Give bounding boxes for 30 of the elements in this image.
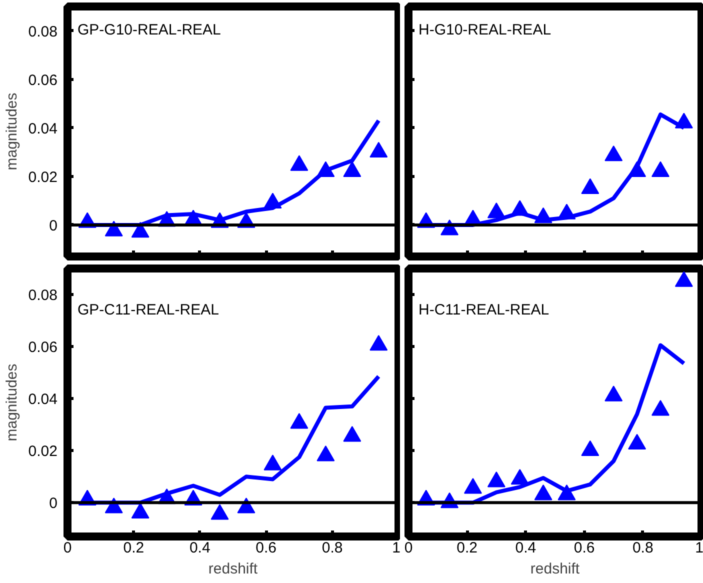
y-tick-label: 0.04 [28, 120, 58, 138]
y-tick-label: 0.08 [28, 23, 58, 40]
y-tick-label: 0.06 [28, 339, 58, 356]
x-axis-title: redshift [208, 560, 258, 578]
y-tick-label: 0 [49, 495, 58, 512]
x-tick-label: 0.6 [574, 540, 595, 556]
x-tick-label: 0.2 [123, 540, 144, 556]
y-tick-label: 0.08 [28, 287, 58, 304]
y-tick-label: 0.02 [28, 443, 58, 460]
x-tick-label: 0.6 [256, 540, 277, 556]
text: GP-C11-REAL-REAL [78, 302, 219, 318]
x-axis-title: redshift [530, 560, 580, 578]
y-tick-label: 0 [49, 217, 58, 234]
x-tick-label: 0.4 [515, 540, 536, 556]
y-tick-label: 0.06 [28, 72, 58, 89]
x-tick-label: 1 [392, 540, 400, 556]
x-tick-label: 0.2 [456, 540, 478, 556]
x-tick-label: 0.8 [322, 540, 343, 556]
x-tick-label: 0 [404, 540, 413, 556]
x-tick-label: 1 [695, 540, 703, 556]
y-axis-title: magnitudes [3, 92, 20, 170]
text: H-C11-REAL-REAL [418, 302, 550, 318]
x-tick-label: 0.4 [189, 540, 210, 556]
y-axis-title: magnitudes [3, 364, 20, 442]
y-tick-label: 0.04 [28, 391, 58, 408]
x-tick-label: 0 [63, 540, 72, 556]
y-tick-label: 0.02 [28, 168, 58, 186]
text: H-G10-REAL-REAL [418, 22, 552, 38]
x-tick-label: 0.8 [632, 540, 654, 556]
text: GP-G10-REAL-REAL [78, 22, 221, 38]
